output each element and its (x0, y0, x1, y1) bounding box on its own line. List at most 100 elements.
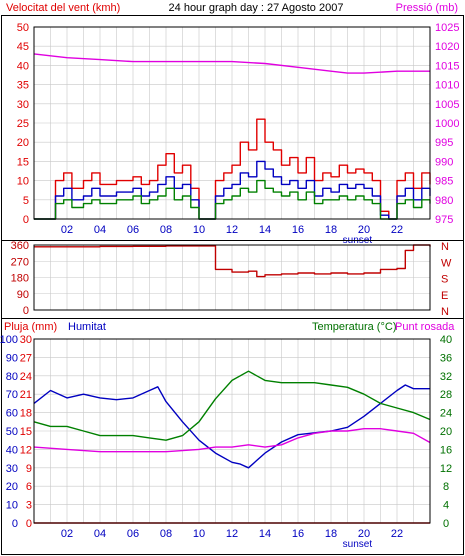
series-line (33, 384, 430, 469)
series-line (33, 53, 430, 74)
y-tick-label: 10 (17, 176, 29, 188)
y-tick-label: 20 (17, 137, 29, 149)
series-line (34, 160, 431, 220)
y2-tick-label: 975 (435, 214, 453, 226)
compass-label: S (441, 274, 448, 286)
y2-tick-label: 28 (440, 389, 452, 401)
x-tick-label: 14 (259, 528, 271, 540)
y2-tick-label: 1020 (435, 41, 459, 53)
y-tick-label-rain: 12 (20, 444, 32, 456)
y2-tick-label: 1010 (435, 80, 459, 92)
x-tick-label: 20 (358, 224, 370, 236)
y-tick-label-rain: 3 (26, 500, 32, 512)
panel-frame (1, 318, 464, 555)
y-tick-label-rain: 24 (20, 371, 32, 383)
compass-label: E (441, 290, 448, 302)
y-tick-label-rain: 18 (20, 408, 32, 420)
y2-tick-label: 24 (440, 408, 452, 420)
y-tick-label: 0 (23, 214, 29, 226)
y-axis-title-rain: Pluja (mm) (4, 321, 57, 333)
y2-tick-label: 1005 (435, 99, 459, 111)
y2-tick-label: 985 (435, 176, 453, 188)
x-tick-label: 08 (160, 528, 172, 540)
y2-tick-label: 980 (435, 195, 453, 207)
y-tick-label: 5 (23, 195, 29, 207)
x-tick-label: 06 (127, 528, 139, 540)
y-tick-label: 270 (11, 256, 29, 268)
y-tick-label-rain: 30 (20, 334, 32, 346)
x-tick-label: 16 (292, 528, 304, 540)
sunset-marker: sunset (343, 539, 373, 550)
y-tick-label-humidity: 50 (6, 426, 18, 438)
compass-label: N (441, 241, 449, 253)
plot-area (33, 26, 431, 220)
series-line (34, 244, 431, 278)
y-tick-label-humidity: 80 (6, 371, 18, 383)
x-tick-label: 08 (160, 224, 172, 236)
x-tick-label: 12 (226, 224, 238, 236)
x-tick-label: 12 (226, 528, 238, 540)
y-tick-label: 90 (17, 289, 29, 301)
x-tick-label: 10 (193, 224, 205, 236)
compass-label: W (441, 257, 452, 269)
y2-tick-label: 40 (440, 334, 452, 346)
y-axis-title-temperature: Temperatura (°C) (312, 321, 396, 333)
series-line (34, 179, 431, 220)
plot-area (33, 244, 431, 311)
y-tick-label-humidity: 60 (6, 408, 18, 420)
y-tick-label: 35 (17, 80, 29, 92)
y2-tick-label: 1025 (435, 22, 459, 34)
compass-label: N (441, 306, 449, 318)
y-axis-title-right: Pressió (mb) (396, 2, 458, 14)
y-tick-label-rain: 6 (26, 481, 32, 493)
x-tick-label: 22 (391, 528, 403, 540)
y-tick-label-humidity: 20 (6, 481, 18, 493)
y2-tick-label: 1000 (435, 118, 459, 130)
y-tick-label: 0 (23, 305, 29, 317)
y2-tick-label: 12 (440, 463, 452, 475)
y-tick-label-rain: 9 (26, 463, 32, 475)
plot-area (33, 338, 431, 524)
y2-tick-label: 32 (440, 371, 452, 383)
x-tick-label: 22 (391, 224, 403, 236)
y2-tick-label: 995 (435, 137, 453, 149)
x-tick-label: 18 (325, 224, 337, 236)
y-tick-label-rain: 27 (20, 352, 32, 364)
chart-title: 24 hour graph day : 27 Agosto 2007 (169, 2, 344, 14)
y-tick-label-rain: 21 (20, 389, 32, 401)
series-line (34, 118, 431, 220)
y-tick-label: 45 (17, 41, 29, 53)
x-tick-label: 02 (61, 224, 73, 236)
y-tick-label-humidity: 40 (6, 444, 18, 456)
y-tick-label: 50 (17, 22, 29, 34)
x-tick-label: 06 (127, 224, 139, 236)
y-tick-label: 30 (17, 99, 29, 111)
y-tick-label-rain: 15 (20, 426, 32, 438)
x-tick-label: 20 (358, 528, 370, 540)
y-axis-title-humidity: Humitat (68, 321, 106, 333)
x-tick-label: 18 (325, 528, 337, 540)
y-tick-label-humidity: 70 (6, 389, 18, 401)
x-tick-label: 02 (61, 528, 73, 540)
y-axis-title-dewpoint: Punt rosada (395, 321, 455, 333)
y2-tick-label: 990 (435, 156, 453, 168)
y-tick-label: 360 (11, 240, 29, 252)
y2-tick-label: 1015 (435, 60, 459, 72)
series-line (33, 428, 431, 453)
x-tick-label: 04 (94, 528, 106, 540)
y2-tick-label: 0 (443, 518, 449, 530)
y-tick-label-humidity: 30 (6, 463, 18, 475)
y-tick-label: 15 (17, 156, 29, 168)
x-tick-label: 10 (193, 528, 205, 540)
y-tick-label-humidity: 0 (12, 518, 18, 530)
series-line (33, 370, 431, 441)
x-tick-label: 16 (292, 224, 304, 236)
y2-tick-label: 8 (443, 481, 449, 493)
y-tick-label-humidity: 90 (6, 352, 18, 364)
y2-tick-label: 16 (440, 444, 452, 456)
y-tick-label: 180 (11, 273, 29, 285)
y-tick-label-humidity: 10 (6, 500, 18, 512)
y-tick-label-humidity: 100 (0, 334, 18, 346)
